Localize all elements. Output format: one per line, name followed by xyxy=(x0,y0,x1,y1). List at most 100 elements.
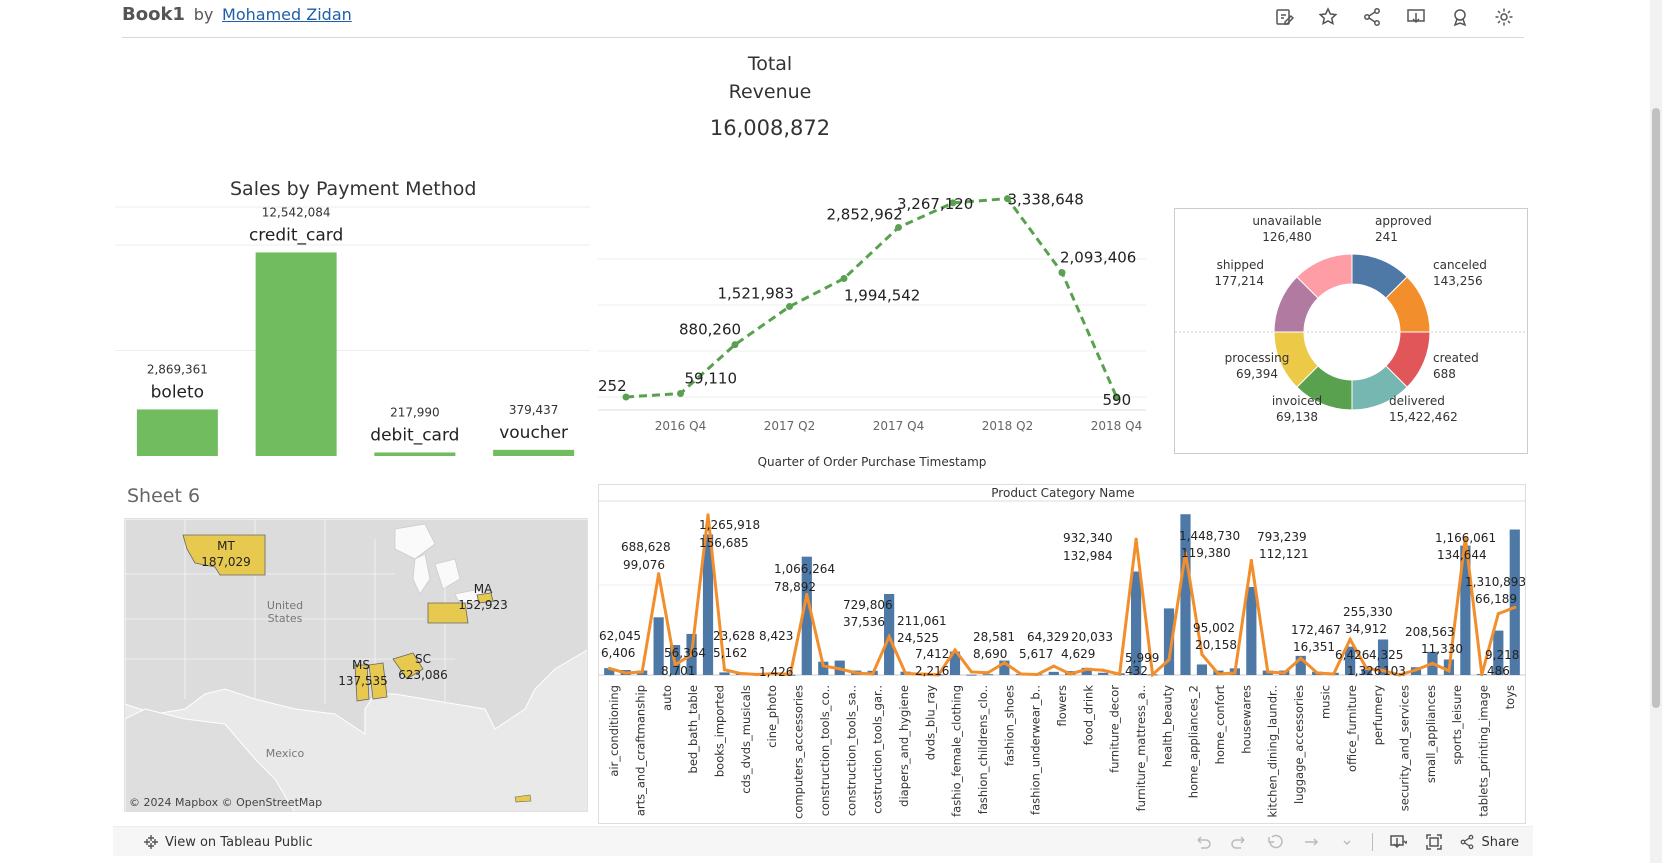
category-line-point[interactable] xyxy=(1068,672,1072,676)
category-line-point[interactable] xyxy=(1150,672,1155,677)
category-bar[interactable] xyxy=(966,674,977,676)
category-bar[interactable] xyxy=(1081,667,1092,675)
category-bar[interactable] xyxy=(982,674,994,676)
category-line-point[interactable] xyxy=(1216,672,1221,676)
undo-icon[interactable] xyxy=(1192,831,1214,853)
revenue-line-point[interactable] xyxy=(840,274,848,282)
category-line-point[interactable] xyxy=(1249,558,1253,563)
category-line-point[interactable] xyxy=(1118,672,1122,676)
star-icon[interactable] xyxy=(1316,5,1340,29)
fullscreen-icon[interactable] xyxy=(1423,831,1445,853)
category-line-point[interactable] xyxy=(821,664,825,668)
revenue-line-point[interactable] xyxy=(677,389,684,397)
category-bar[interactable] xyxy=(653,617,664,675)
category-line-point[interactable] xyxy=(838,667,842,671)
share-network-icon[interactable] xyxy=(1360,5,1384,29)
category-line-point[interactable] xyxy=(1463,535,1467,540)
category-bar[interactable] xyxy=(1130,571,1142,675)
category-line-point[interactable] xyxy=(986,671,990,675)
revenue-line-chart[interactable]: 252 59,110 880,260 1,521,983 1,994,542 2,852,… xyxy=(598,175,1146,475)
category-bar[interactable] xyxy=(801,556,812,675)
category-line-point[interactable] xyxy=(755,672,760,677)
author-link[interactable]: Mohamed Zidan xyxy=(222,5,352,24)
category-bar[interactable] xyxy=(999,660,1010,675)
scrollbar-thumb[interactable] xyxy=(1652,108,1660,708)
category-line-point[interactable] xyxy=(640,670,644,674)
gear-icon[interactable] xyxy=(1492,5,1516,29)
badge-icon[interactable] xyxy=(1448,5,1472,29)
category-bar[interactable] xyxy=(1048,671,1059,675)
category-line-point[interactable] xyxy=(673,663,677,667)
state-shape-al[interactable] xyxy=(368,662,388,700)
category-bar[interactable] xyxy=(818,661,829,675)
category-line-point[interactable] xyxy=(657,572,661,576)
category-line-point[interactable] xyxy=(854,671,858,675)
refresh-icon[interactable] xyxy=(1300,831,1322,853)
category-line-point[interactable] xyxy=(1167,658,1171,662)
category-bar[interactable] xyxy=(1361,669,1372,675)
category-line-series[interactable] xyxy=(608,514,1516,678)
payment-bar[interactable] xyxy=(493,449,575,456)
category-bar[interactable] xyxy=(1345,646,1356,675)
category-line-point[interactable] xyxy=(1002,661,1006,665)
category-line-point[interactable] xyxy=(1134,537,1138,541)
revenue-line-series[interactable] xyxy=(625,197,1118,399)
category-line-point[interactable] xyxy=(1364,666,1369,671)
category-line-point[interactable] xyxy=(1348,637,1352,641)
category-line-point[interactable] xyxy=(1397,673,1402,677)
payment-bar[interactable] xyxy=(136,409,218,456)
download-icon[interactable] xyxy=(1404,5,1428,29)
category-bar[interactable] xyxy=(1377,639,1389,675)
category-bar[interactable] xyxy=(1196,664,1208,675)
map-attribution[interactable]: © 2024 Mapbox © OpenStreetMap xyxy=(129,796,323,809)
revenue-line-point[interactable] xyxy=(622,393,630,401)
category-line-point[interactable] xyxy=(1085,667,1089,671)
category-line-point[interactable] xyxy=(739,671,743,676)
category-line-point[interactable] xyxy=(624,671,628,675)
revenue-line-point[interactable] xyxy=(1113,393,1120,401)
category-line-point[interactable] xyxy=(1332,672,1336,676)
payment-bar[interactable] xyxy=(255,252,337,456)
category-line-point[interactable] xyxy=(1299,656,1303,660)
category-bar[interactable] xyxy=(1460,545,1471,675)
category-bar[interactable] xyxy=(949,651,961,675)
share-button[interactable]: Share xyxy=(1459,834,1519,850)
category-line-point[interactable] xyxy=(1513,605,1517,610)
category-line-point[interactable] xyxy=(936,673,941,677)
order-status-donut-chart[interactable]: approved 241 canceled 143,256 created 688 deli… xyxy=(1174,208,1528,454)
category-line-point[interactable] xyxy=(903,671,908,676)
category-bar[interactable] xyxy=(1246,586,1257,675)
category-combo-chart[interactable]: Product Category Name 62,045 6,406 688,628 9… xyxy=(598,484,1526,824)
map-canvas[interactable]: United States Mexico MT187,029MA152,923M… xyxy=(125,519,588,812)
chevron-down-icon[interactable] xyxy=(1336,831,1358,853)
payment-bar[interactable] xyxy=(374,452,456,456)
category-line-point[interactable] xyxy=(1447,669,1451,673)
state-shape-ma[interactable] xyxy=(476,592,494,604)
redo-icon[interactable] xyxy=(1228,831,1250,853)
revenue-line-point[interactable] xyxy=(895,223,902,231)
state-shape-sc[interactable] xyxy=(392,652,424,680)
category-line-point[interactable] xyxy=(1035,672,1039,677)
category-bar[interactable] xyxy=(1493,630,1504,675)
category-line-point[interactable] xyxy=(1200,652,1204,657)
revenue-line-point[interactable] xyxy=(949,199,957,207)
category-line-point[interactable] xyxy=(722,668,727,672)
category-line-point[interactable] xyxy=(788,672,792,676)
category-line-point[interactable] xyxy=(772,671,776,676)
donut-slice[interactable] xyxy=(1296,253,1353,299)
category-line-point[interactable] xyxy=(1233,671,1237,675)
category-line-point[interactable] xyxy=(607,666,611,671)
category-line-point[interactable] xyxy=(1315,671,1319,675)
category-line-point[interactable] xyxy=(689,652,694,657)
edit-icon[interactable] xyxy=(1272,5,1296,29)
revenue-line-point[interactable] xyxy=(1004,195,1011,203)
category-bar[interactable] xyxy=(1509,529,1520,675)
category-bar[interactable] xyxy=(604,668,615,675)
category-line-point[interactable] xyxy=(1430,661,1435,666)
state-shape-mt[interactable] xyxy=(182,534,266,576)
category-line-point[interactable] xyxy=(871,672,875,676)
download-menu-icon[interactable] xyxy=(1387,831,1409,853)
payment-bar-chart[interactable]: 2,869,361 boleto 12,542,084 credit_card 217,… xyxy=(115,205,590,459)
category-line-point[interactable] xyxy=(887,635,891,639)
category-bar[interactable] xyxy=(1163,608,1175,675)
